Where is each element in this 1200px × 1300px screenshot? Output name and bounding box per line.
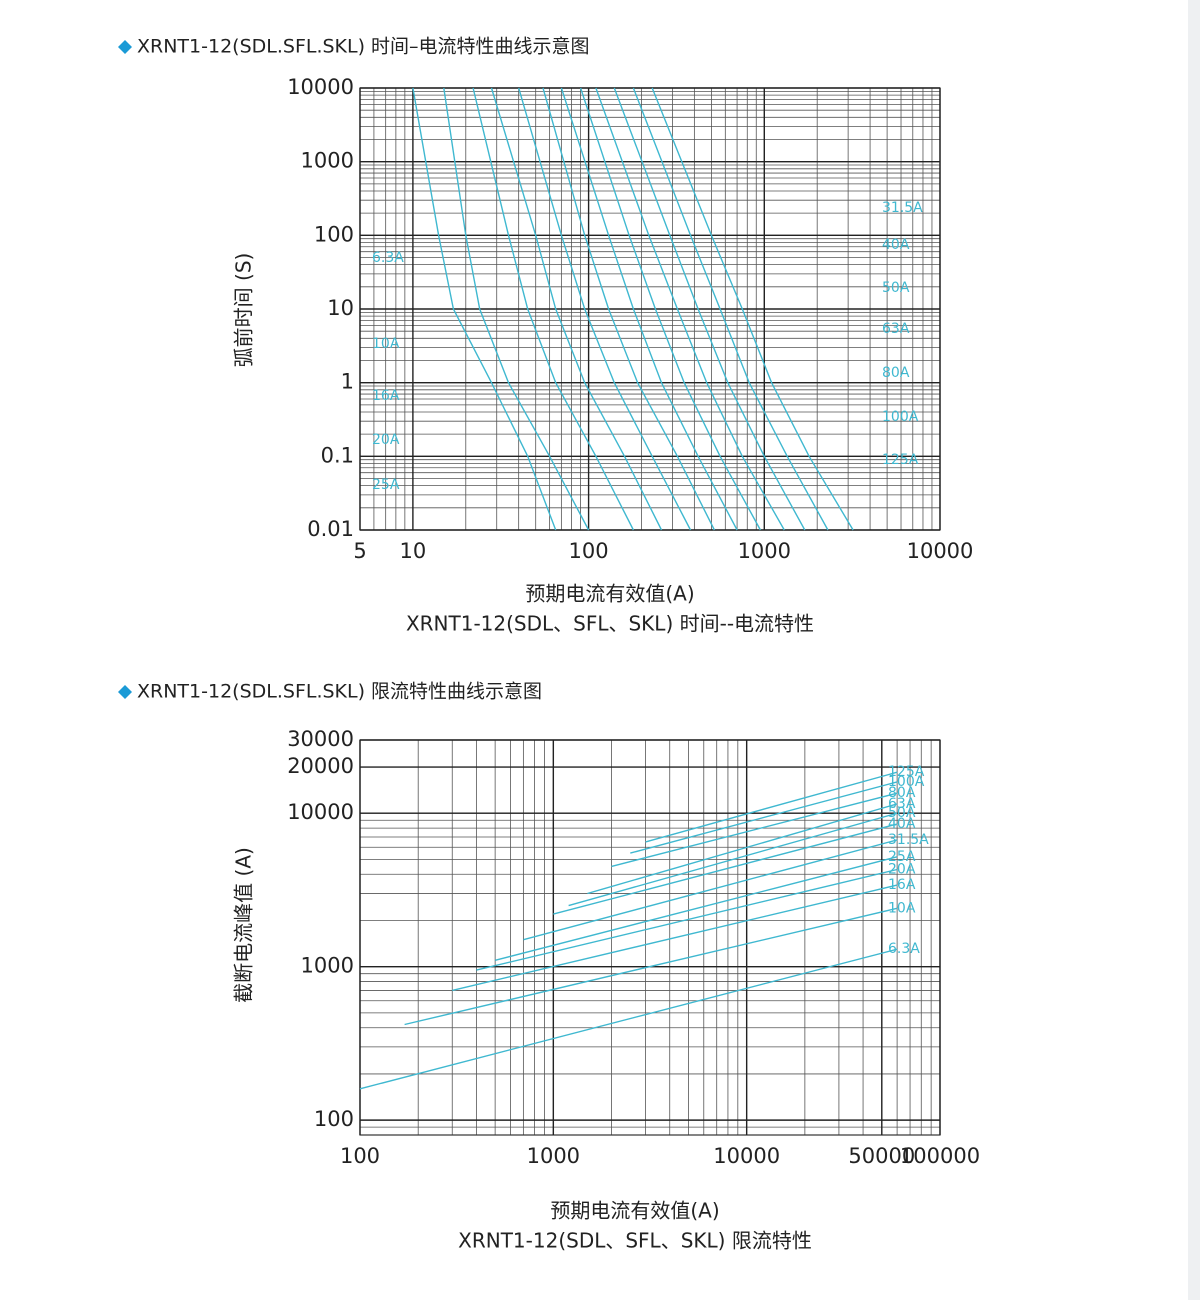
curve [630, 781, 898, 854]
y-tick-label: 10 [327, 296, 354, 320]
series-label: 50A [888, 805, 916, 821]
curve [443, 87, 590, 531]
bullet [118, 685, 132, 699]
series-label: 40A [888, 816, 916, 832]
series-label: 20A [888, 861, 916, 877]
curve [579, 87, 762, 531]
curve [651, 87, 854, 531]
x-tick-label: 5 [353, 539, 366, 563]
y-tick-label: 30000 [287, 727, 354, 751]
series-label: 100A [888, 774, 925, 790]
y-axis-label: 弧前时间 (S) [232, 253, 256, 368]
curve [568, 812, 898, 907]
series-label: 10A [372, 336, 400, 352]
y-tick-label: 1000 [301, 954, 354, 978]
series-label: 31.5A [888, 832, 929, 848]
curve [490, 87, 663, 531]
series-label: 16A [372, 388, 400, 404]
x-axis-label: 预期电流有效值(A) [550, 1199, 719, 1223]
y-tick-label: 20000 [287, 754, 354, 778]
x-tick-label: 1000 [527, 1144, 580, 1168]
curve [645, 771, 898, 843]
series-label: 40A [882, 237, 910, 253]
curve [518, 87, 692, 531]
y-tick-label: 1000 [301, 149, 354, 173]
x-tick-label: 10000 [713, 1144, 780, 1168]
y-tick-label: 10000 [287, 800, 354, 824]
curve [542, 87, 716, 531]
series-label: 125A [888, 764, 925, 780]
curve [595, 87, 785, 531]
series-label: 20A [372, 432, 400, 448]
curve [560, 87, 738, 531]
curve [523, 839, 898, 941]
series-label: 100A [882, 409, 919, 425]
series-label: 80A [882, 365, 910, 381]
curve [553, 823, 898, 915]
x-tick-label: 10000 [907, 539, 974, 563]
series-label: 6.3A [372, 250, 404, 266]
series-label: 63A [882, 321, 910, 337]
series-label: 31.5A [882, 200, 923, 216]
y-tick-label: 0.01 [307, 517, 354, 541]
curve [587, 803, 898, 895]
bullet [118, 40, 132, 54]
curve [476, 868, 898, 971]
curve [452, 884, 898, 992]
series-label: 25A [372, 477, 400, 493]
x-tick-label: 100 [340, 1144, 380, 1168]
x-tick-label: 100 [569, 539, 609, 563]
curve [494, 856, 898, 961]
x-axis-label: 预期电流有效值(A) [525, 582, 694, 606]
caption: XRNT1-12(SDL、SFL、SKL) 限流特性 [458, 1229, 812, 1253]
x-tick-label: 10 [400, 539, 427, 563]
chart-title: XRNT1-12(SDL.SFL.SKL) 时间–电流特性曲线示意图 [137, 36, 590, 58]
curve [359, 948, 898, 1090]
x-tick-label: 100000 [900, 1144, 980, 1168]
y-tick-label: 10000 [287, 75, 354, 99]
curve [632, 87, 829, 531]
series-label: 63A [888, 796, 916, 812]
y-tick-label: 0.1 [321, 443, 354, 467]
page-edge [1188, 0, 1200, 1300]
curve [613, 87, 806, 531]
y-axis-label: 截断电流峰值 (A) [232, 847, 256, 1003]
curve [472, 87, 635, 531]
y-tick-label: 100 [314, 222, 354, 246]
series-label: 125A [882, 452, 919, 468]
caption: XRNT1-12(SDL、SFL、SKL) 时间--电流特性 [406, 612, 814, 636]
curve [611, 792, 898, 868]
series-label: 25A [888, 849, 916, 865]
curve [412, 87, 557, 531]
series-label: 16A [888, 877, 916, 893]
y-tick-label: 100 [314, 1107, 354, 1131]
series-label: 80A [888, 785, 916, 801]
x-tick-label: 1000 [738, 539, 791, 563]
x-tick-label: 50000 [848, 1144, 915, 1168]
series-label: 10A [888, 900, 916, 916]
y-tick-label: 1 [341, 370, 354, 394]
curve [404, 907, 898, 1026]
series-label: 50A [882, 280, 910, 296]
chart-title: XRNT1-12(SDL.SFL.SKL) 限流特性曲线示意图 [137, 681, 542, 703]
series-label: 6.3A [888, 941, 920, 957]
